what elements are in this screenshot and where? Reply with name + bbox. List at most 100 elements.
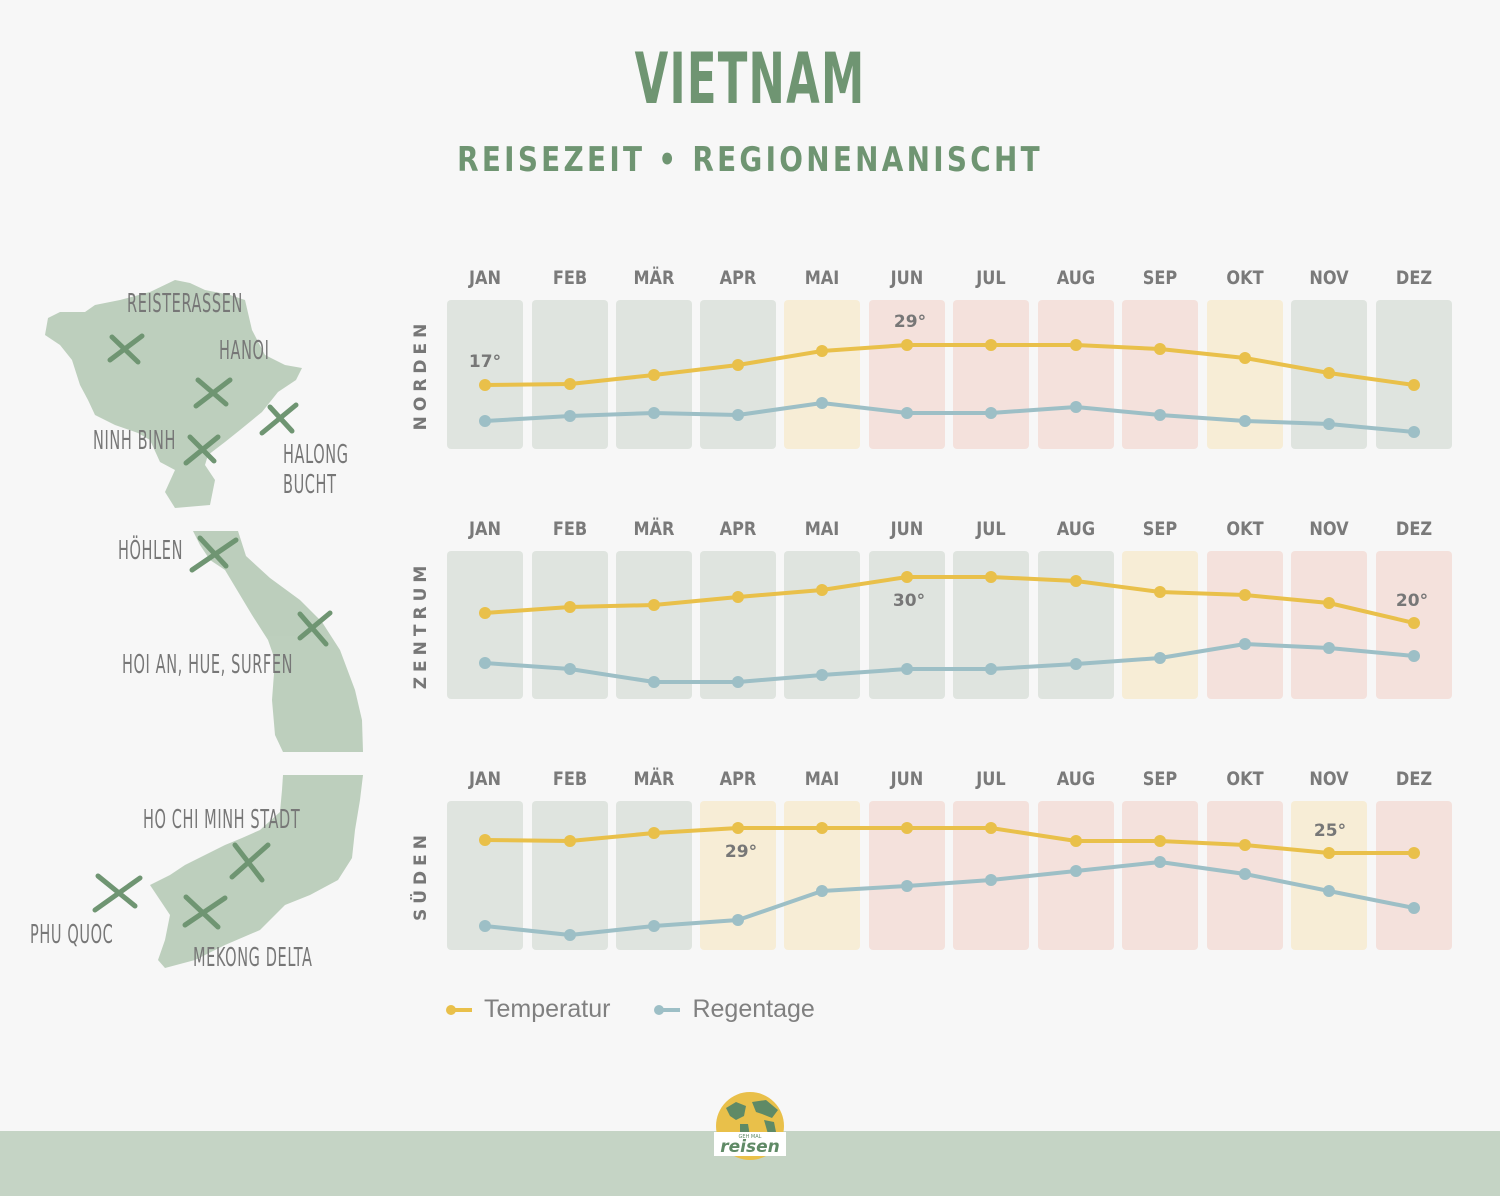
rain-line bbox=[484, 401, 1415, 434]
month-label: JUL bbox=[975, 519, 1005, 541]
month-label: JAN bbox=[468, 519, 501, 541]
x-marker-icon bbox=[92, 873, 143, 913]
month-label: NOV bbox=[1309, 519, 1349, 541]
month-label: MAI bbox=[805, 519, 840, 541]
month-rating-box bbox=[1038, 300, 1114, 449]
data-point bbox=[1323, 418, 1335, 430]
x-marker-icon bbox=[259, 402, 299, 436]
data-point bbox=[985, 339, 997, 351]
data-point bbox=[564, 835, 576, 847]
data-point bbox=[985, 571, 997, 583]
month-label: JAN bbox=[468, 769, 501, 791]
data-point bbox=[479, 607, 491, 619]
map-north-region bbox=[45, 280, 302, 508]
x-marker-icon bbox=[193, 377, 233, 409]
month-label: JUN bbox=[890, 519, 924, 541]
map-label-hcmc: HO CHI MINH STADT bbox=[143, 805, 301, 835]
temperature-line bbox=[484, 343, 1415, 387]
month-label: AUG bbox=[1057, 769, 1095, 791]
data-point bbox=[1408, 426, 1420, 438]
data-point bbox=[479, 379, 491, 391]
logo-small-text: GEH MAL bbox=[739, 1134, 762, 1140]
month-rating-box bbox=[1122, 300, 1198, 449]
month-rating-box bbox=[784, 801, 860, 950]
data-point bbox=[901, 822, 913, 834]
rain-line bbox=[484, 860, 1415, 937]
region-label: ZENTRUM bbox=[411, 561, 431, 690]
month-rating-box bbox=[1376, 801, 1452, 950]
data-point bbox=[816, 669, 828, 681]
data-point bbox=[985, 663, 997, 675]
month-rating-box bbox=[1122, 551, 1198, 699]
month-label: DEZ bbox=[1396, 519, 1432, 541]
month-label: MAI bbox=[805, 769, 840, 791]
data-point bbox=[985, 874, 997, 886]
data-point bbox=[732, 822, 744, 834]
month-rating-box bbox=[784, 551, 860, 699]
vietnam-map bbox=[45, 280, 363, 968]
map-label-mekong: MEKONG DELTA bbox=[193, 943, 313, 973]
chart-süden: JAN FEB MÄR APR MAI JUN JUL AUG SEP OKT NOV DEZ SÜDE… bbox=[409, 767, 1452, 950]
month-rating-box bbox=[784, 300, 860, 449]
month-label: MAI bbox=[805, 268, 840, 290]
data-point bbox=[901, 339, 913, 351]
rain-swatch-icon bbox=[654, 1004, 681, 1015]
map-label-reisterassen: REISTERASSEN bbox=[127, 289, 243, 319]
data-point bbox=[1323, 367, 1335, 379]
page-subtitle: REISEZEIT • REGIONENANISCHT bbox=[457, 140, 1043, 180]
data-point bbox=[732, 359, 744, 371]
data-point bbox=[479, 415, 491, 427]
data-point bbox=[648, 369, 660, 381]
data-point bbox=[564, 601, 576, 613]
data-point bbox=[1239, 352, 1251, 364]
temperature-annotation: 25° bbox=[1314, 821, 1346, 841]
month-rating-box bbox=[1376, 551, 1452, 699]
month-rating-box bbox=[1207, 801, 1283, 950]
legend-item-rain: Regentage bbox=[654, 995, 815, 1024]
temperature-line bbox=[484, 575, 1415, 625]
map-label-phu-quoc: PHU QUOC bbox=[30, 920, 114, 950]
temperature-annotation: 30° bbox=[893, 591, 925, 611]
month-rating-box bbox=[1122, 801, 1198, 950]
temperature-annotation: 20° bbox=[1396, 591, 1428, 611]
month-rating-box bbox=[1291, 300, 1367, 449]
data-point bbox=[479, 920, 491, 932]
data-point bbox=[985, 407, 997, 419]
data-point bbox=[1408, 617, 1420, 629]
month-rating-box bbox=[1291, 801, 1367, 950]
month-label: JUN bbox=[890, 769, 924, 791]
rain-line bbox=[484, 642, 1415, 684]
data-point bbox=[648, 920, 660, 932]
month-rating-box bbox=[532, 551, 608, 699]
data-point bbox=[816, 584, 828, 596]
month-rating-box bbox=[700, 801, 776, 950]
month-rating-box bbox=[869, 300, 945, 449]
legend-item-temperature: Temperatur bbox=[446, 995, 610, 1024]
month-rating-box bbox=[1038, 551, 1114, 699]
map-label-halong: HALONG bbox=[283, 440, 349, 470]
data-point bbox=[732, 409, 744, 421]
month-label: APR bbox=[720, 769, 757, 791]
data-point bbox=[1408, 379, 1420, 391]
x-marker-icon bbox=[189, 535, 239, 573]
month-rating-box bbox=[616, 300, 692, 449]
temperature-annotation: 29° bbox=[725, 842, 757, 862]
data-point bbox=[1070, 401, 1082, 413]
region-label: NORDEN bbox=[411, 319, 431, 431]
month-label: JAN bbox=[468, 268, 501, 290]
month-rating-box bbox=[869, 551, 945, 699]
map-label-hoi-an: HOI AN, HUE, SURFEN bbox=[122, 650, 294, 680]
x-marker-icon bbox=[182, 894, 228, 930]
data-point bbox=[1070, 658, 1082, 670]
month-rating-box bbox=[953, 801, 1029, 950]
data-point bbox=[1408, 902, 1420, 914]
data-point bbox=[1323, 885, 1335, 897]
month-label: MÄR bbox=[633, 767, 674, 791]
data-point bbox=[648, 599, 660, 611]
data-point bbox=[901, 880, 913, 892]
map-label-hanoi: HANOI bbox=[219, 336, 270, 366]
data-point bbox=[1323, 642, 1335, 654]
month-label: DEZ bbox=[1396, 769, 1432, 791]
map-label-hoehlen: HÖHLEN bbox=[118, 536, 184, 566]
x-marker-icon bbox=[229, 842, 271, 883]
